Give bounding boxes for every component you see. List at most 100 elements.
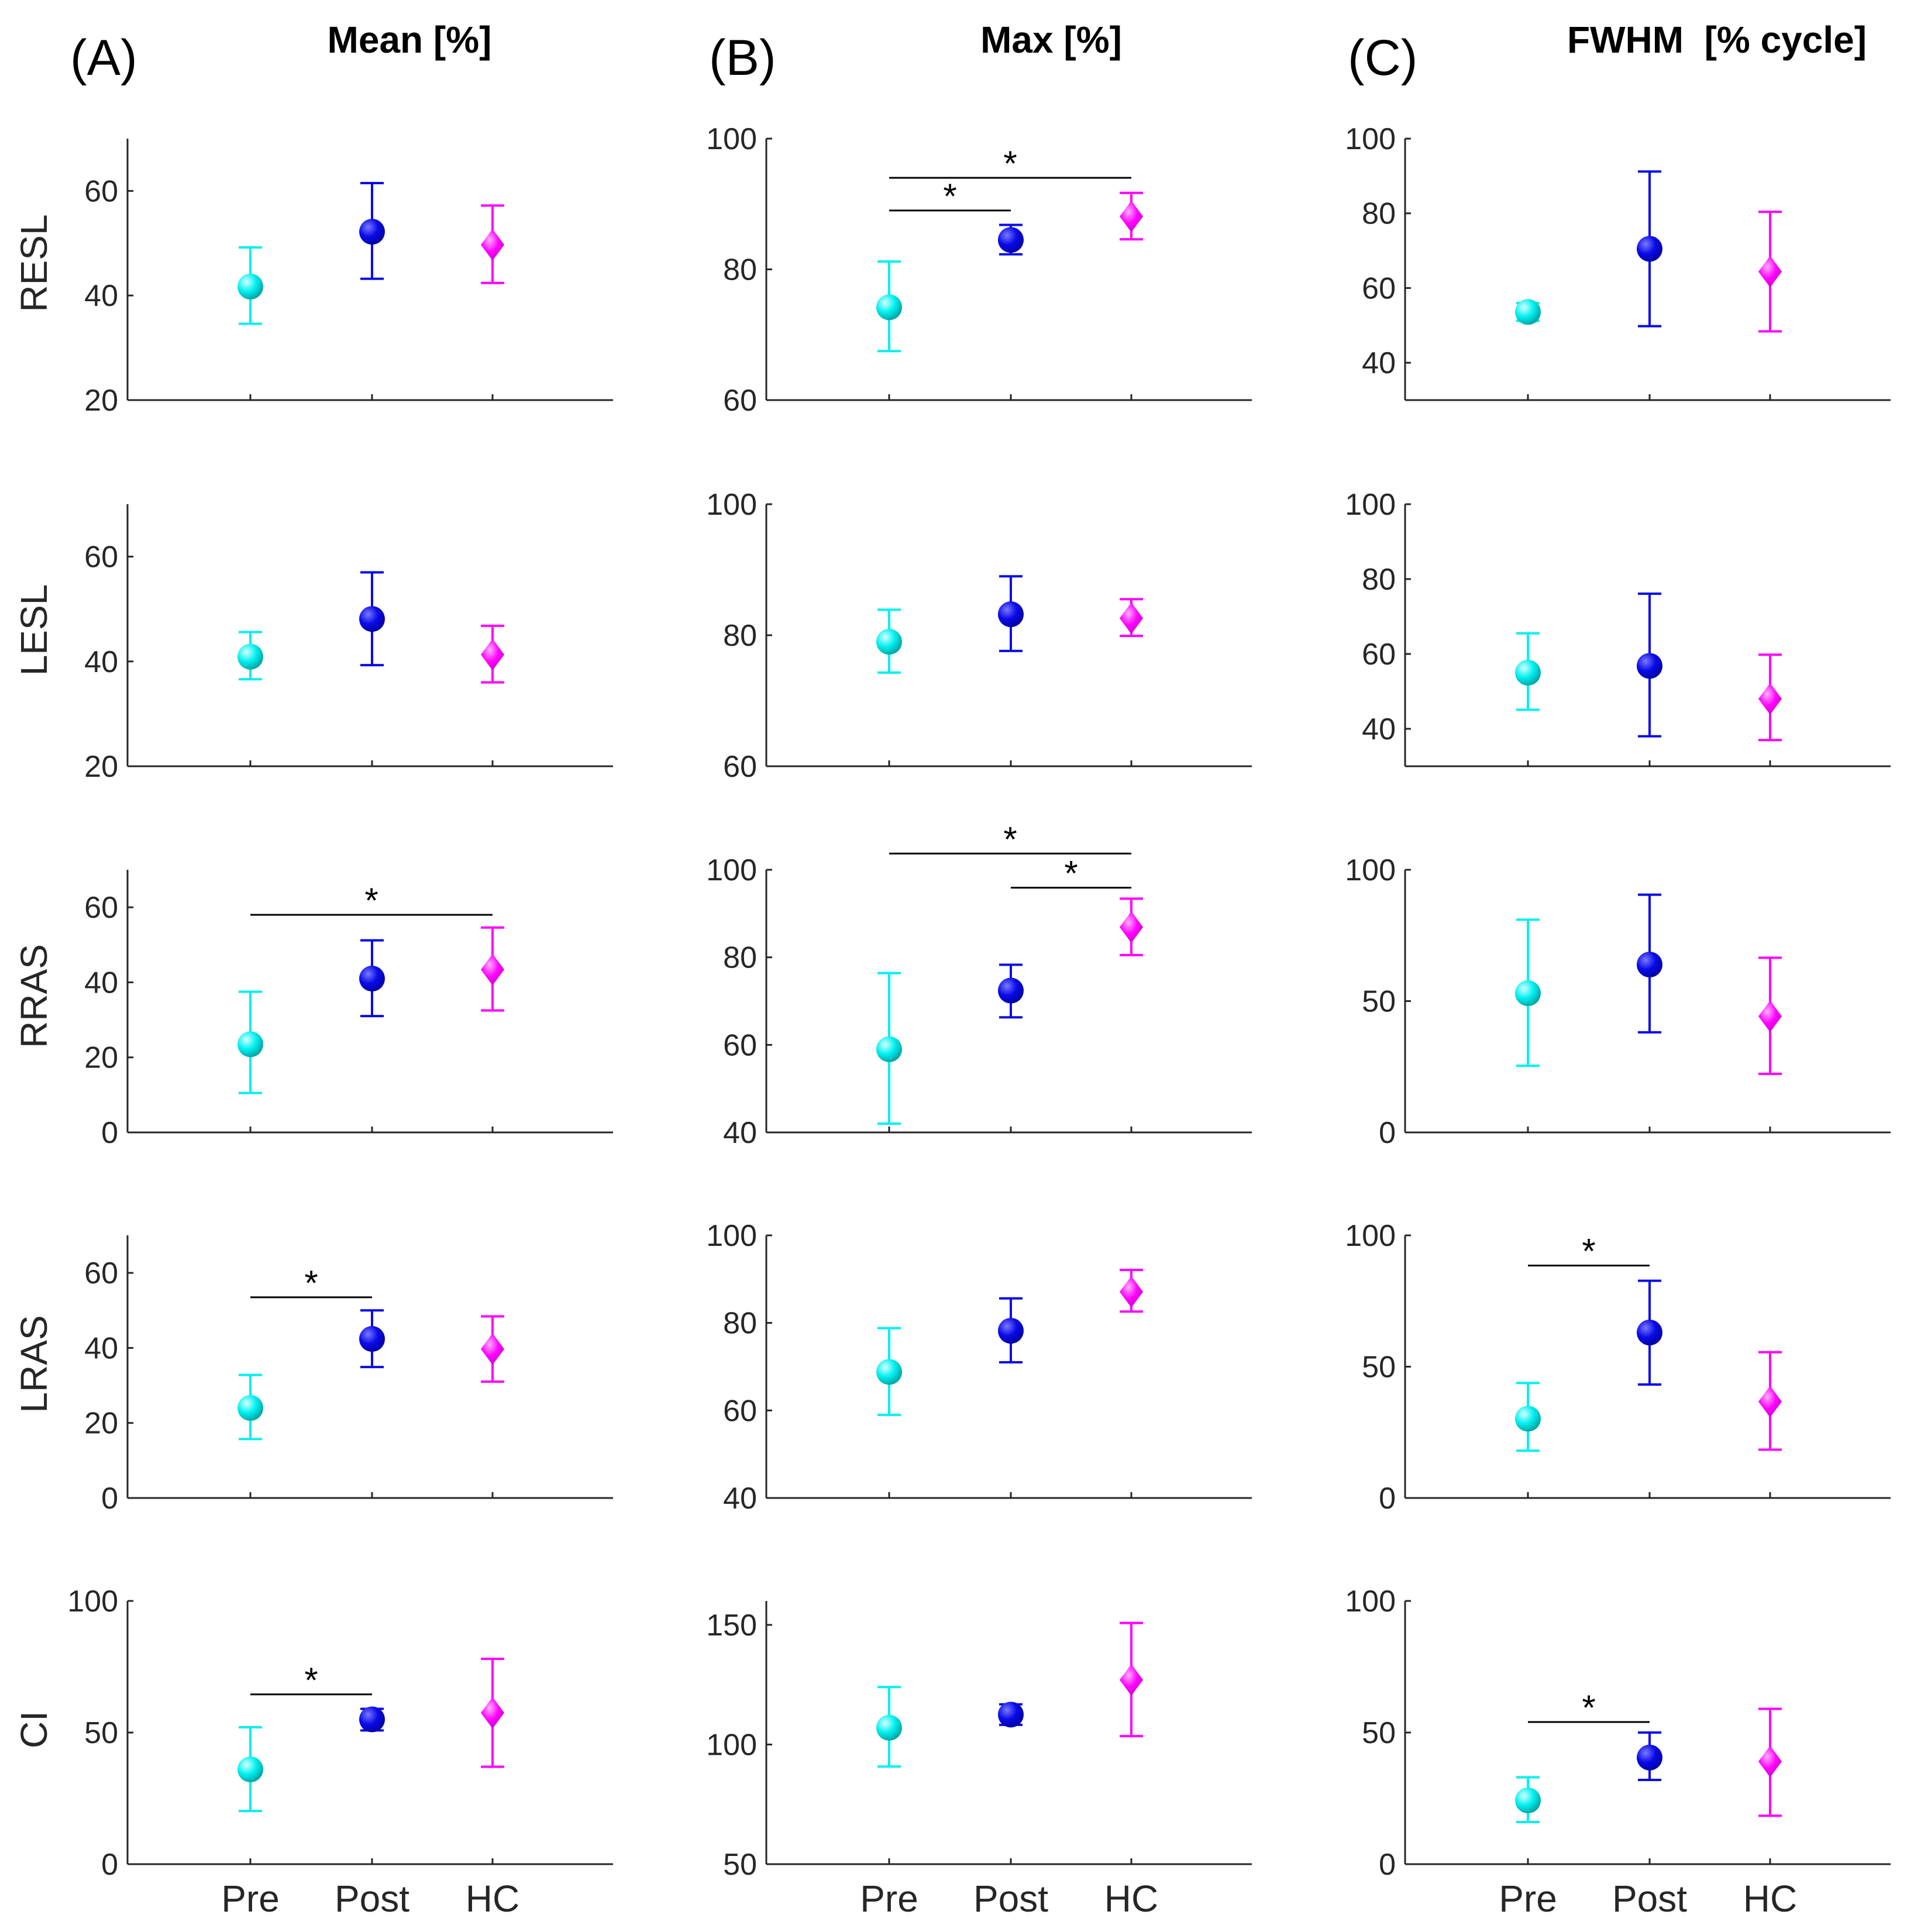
y-tick-label-resl-fwhm-cycle-100: 100 xyxy=(1345,122,1396,156)
y-tick-label-rras-mean-20: 20 xyxy=(84,1041,118,1075)
row-label-resl: RESL xyxy=(13,214,55,312)
marker-rras-max-post xyxy=(998,977,1024,1004)
subplot-lesl-mean: 20 40 60 xyxy=(84,504,613,784)
marker-lras-max-pre xyxy=(876,1359,902,1385)
marker-lras-fwhm-cycle-post xyxy=(1637,1320,1662,1346)
y-tick-label-lras-max-80: 80 xyxy=(723,1307,757,1341)
y-tick-label-ci-max-100: 100 xyxy=(706,1728,757,1762)
marker-rras-mean-hc xyxy=(481,953,504,986)
row-label-lesl: LESL xyxy=(13,584,55,676)
marker-rras-mean-pre xyxy=(237,1031,263,1058)
y-tick-label-resl-fwhm-cycle-60: 60 xyxy=(1362,271,1396,305)
marker-lras-max-hc xyxy=(1120,1276,1143,1308)
y-tick-label-ci-max-50: 50 xyxy=(723,1848,757,1882)
y-tick-label-lras-fwhm-cycle-50: 50 xyxy=(1362,1351,1396,1385)
marker-resl-fwhm-cycle-post xyxy=(1637,236,1662,262)
marker-resl-mean-post xyxy=(359,219,385,245)
subplot-grid: 20 40 60 60 80 100 * * 40 60 80 100 20 40 60 60 80 100 40 6… xyxy=(67,122,1891,1882)
column-title-fwhm: FWHM [% cycle] xyxy=(1567,19,1867,61)
panel-label-a: (A) xyxy=(70,30,137,86)
y-tick-label-ci-mean-100: 100 xyxy=(67,1585,118,1618)
marker-lras-mean-hc xyxy=(481,1333,504,1365)
y-tick-label-rras-mean-0: 0 xyxy=(101,1116,118,1150)
subplot-lesl-max: 60 80 100 xyxy=(706,488,1252,784)
marker-lesl-max-post xyxy=(998,601,1024,628)
y-tick-label-rras-max-80: 80 xyxy=(723,941,757,975)
marker-rras-fwhm-cycle-post xyxy=(1637,952,1662,978)
significance-star-resl-max-1: * xyxy=(1003,144,1017,183)
subplot-lesl-fwhm-cycle: 40 60 80 100 xyxy=(1345,488,1891,767)
marker-ci-mean-pre xyxy=(237,1757,263,1782)
y-tick-label-lesl-fwhm-cycle-60: 60 xyxy=(1362,638,1396,671)
y-tick-label-lesl-max-60: 60 xyxy=(723,750,757,784)
x-label-pre-col-b: Pre xyxy=(860,1878,918,1920)
y-tick-label-lras-fwhm-cycle-100: 100 xyxy=(1345,1219,1396,1253)
marker-lesl-max-hc xyxy=(1120,602,1143,634)
marker-resl-max-hc xyxy=(1120,200,1143,232)
marker-lesl-mean-pre xyxy=(237,643,263,670)
y-tick-label-rras-max-60: 60 xyxy=(723,1028,757,1062)
y-tick-label-lras-mean-20: 20 xyxy=(84,1407,118,1441)
y-tick-label-rras-fwhm-cycle-0: 0 xyxy=(1379,1116,1396,1150)
marker-lras-fwhm-cycle-pre xyxy=(1515,1406,1541,1432)
subplot-resl-mean: 20 40 60 xyxy=(84,139,613,418)
marker-lras-mean-post xyxy=(359,1326,385,1352)
y-tick-label-lras-mean-60: 60 xyxy=(84,1256,118,1290)
marker-ci-mean-post xyxy=(359,1706,385,1733)
marker-rras-fwhm-cycle-pre xyxy=(1515,980,1541,1007)
marker-lesl-max-pre xyxy=(876,629,902,655)
significance-star-ci-fwhm-cycle-0: * xyxy=(1582,1688,1595,1727)
subplot-resl-fwhm-cycle: 40 60 80 100 xyxy=(1345,122,1891,401)
y-tick-label-lesl-fwhm-cycle-80: 80 xyxy=(1362,563,1396,597)
y-tick-label-resl-mean-60: 60 xyxy=(84,174,118,208)
x-label-hc-col-b: HC xyxy=(1104,1878,1158,1920)
y-tick-label-lesl-mean-60: 60 xyxy=(84,540,118,574)
significance-star-rras-max-1: * xyxy=(1003,819,1017,859)
marker-resl-mean-pre xyxy=(237,274,263,300)
y-tick-label-lras-mean-0: 0 xyxy=(101,1482,118,1516)
x-label-post-col-a: Post xyxy=(335,1878,409,1920)
y-tick-label-lesl-max-80: 80 xyxy=(723,619,757,653)
row-label-lras: LRAS xyxy=(13,1315,55,1413)
marker-rras-mean-post xyxy=(359,966,385,992)
y-tick-label-rras-max-100: 100 xyxy=(706,853,757,887)
marker-resl-max-post xyxy=(998,227,1024,253)
y-tick-label-ci-fwhm-cycle-0: 0 xyxy=(1379,1848,1396,1882)
subplot-ci-fwhm-cycle: 0 50 100 * xyxy=(1345,1585,1891,1882)
marker-resl-fwhm-cycle-hc xyxy=(1758,256,1782,288)
subplot-rras-mean: 0 20 40 60 * xyxy=(84,870,613,1150)
significance-star-lras-fwhm-cycle-0: * xyxy=(1582,1232,1595,1271)
marker-rras-max-hc xyxy=(1120,911,1143,943)
y-tick-label-lras-max-60: 60 xyxy=(723,1394,757,1428)
marker-resl-mean-hc xyxy=(481,229,504,261)
subplot-rras-max: 40 60 80 100 * * xyxy=(706,819,1252,1150)
subplot-lras-mean: 0 20 40 60 * xyxy=(84,1235,613,1516)
y-tick-label-ci-mean-0: 0 xyxy=(101,1848,118,1882)
row-label-ci: CI xyxy=(13,1711,55,1748)
row-label-rras: RRAS xyxy=(13,944,55,1048)
marker-lras-fwhm-cycle-hc xyxy=(1758,1386,1782,1418)
y-tick-label-lesl-mean-40: 40 xyxy=(84,645,118,679)
column-title-mean: Mean [%] xyxy=(328,19,492,61)
marker-lras-max-post xyxy=(998,1318,1024,1344)
marker-resl-fwhm-cycle-pre xyxy=(1515,299,1541,325)
y-tick-label-rras-max-40: 40 xyxy=(723,1116,757,1150)
y-tick-label-lesl-mean-20: 20 xyxy=(84,750,118,784)
x-label-pre-col-c: Pre xyxy=(1499,1878,1557,1920)
y-tick-label-lesl-fwhm-cycle-40: 40 xyxy=(1362,712,1396,746)
y-tick-label-lesl-max-100: 100 xyxy=(706,488,757,522)
y-tick-label-lras-max-40: 40 xyxy=(723,1482,757,1516)
y-tick-label-lras-fwhm-cycle-0: 0 xyxy=(1379,1482,1396,1516)
subplot-lras-fwhm-cycle: 0 50 100 * xyxy=(1345,1219,1891,1516)
y-tick-label-lras-max-100: 100 xyxy=(706,1219,757,1253)
y-tick-label-resl-mean-40: 40 xyxy=(84,279,118,313)
y-tick-label-resl-fwhm-cycle-40: 40 xyxy=(1362,346,1396,380)
y-tick-label-resl-fwhm-cycle-80: 80 xyxy=(1362,197,1396,231)
marker-lesl-mean-post xyxy=(359,606,385,632)
y-tick-label-lras-mean-40: 40 xyxy=(84,1331,118,1365)
significance-star-rras-mean-0: * xyxy=(364,881,378,920)
marker-ci-max-pre xyxy=(876,1714,902,1741)
x-label-pre-col-a: Pre xyxy=(221,1878,280,1920)
x-label-post-col-c: Post xyxy=(1612,1878,1687,1920)
